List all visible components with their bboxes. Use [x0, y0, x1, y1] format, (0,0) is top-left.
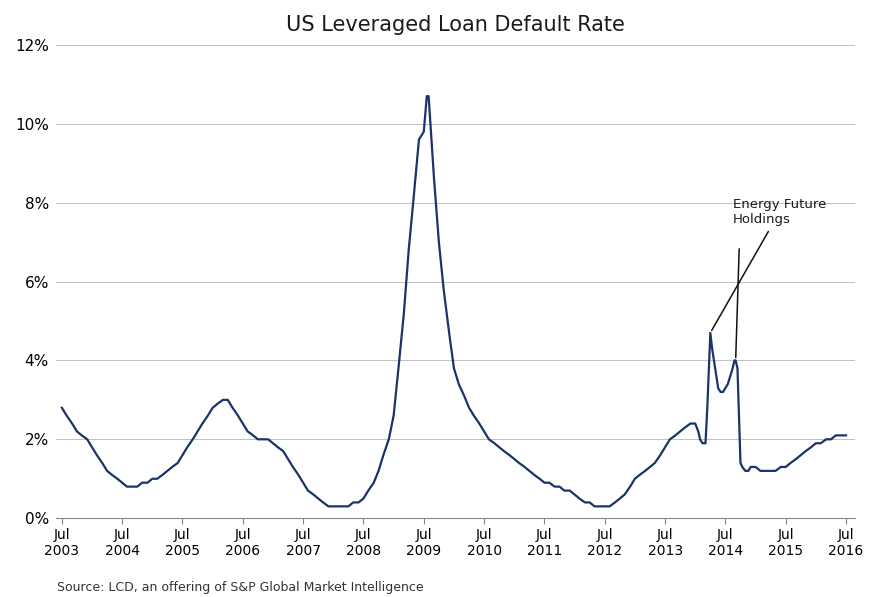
- Text: Energy Future
Holdings: Energy Future Holdings: [712, 198, 826, 330]
- Text: Source: LCD, an offering of S&P Global Market Intelligence: Source: LCD, an offering of S&P Global M…: [57, 581, 424, 594]
- Title: US Leveraged Loan Default Rate: US Leveraged Loan Default Rate: [286, 15, 625, 35]
